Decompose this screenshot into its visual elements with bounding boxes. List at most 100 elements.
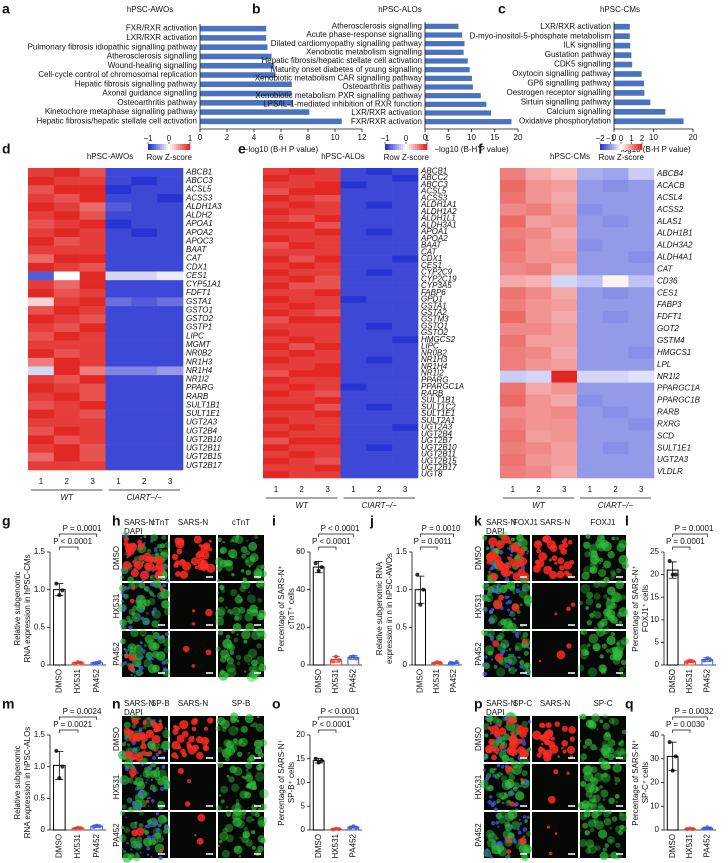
micrograph-signal xyxy=(506,643,510,647)
micrograph-signal xyxy=(526,552,528,555)
heatmap-cell xyxy=(366,248,393,256)
row-label: PPARGC1B xyxy=(657,396,701,405)
heatmap-cell xyxy=(577,311,603,324)
bar xyxy=(666,569,679,666)
micrograph-signal xyxy=(143,535,147,538)
category-label: Xenobiotic metabolism signalling xyxy=(306,47,422,56)
heatmap-cell xyxy=(392,174,419,182)
micrograph-signal xyxy=(219,584,225,591)
micrograph-signal xyxy=(146,797,149,800)
y-axis-label: Relative subgenomic xyxy=(13,745,22,819)
micrograph-signal xyxy=(196,751,204,760)
micrograph-signal xyxy=(509,610,514,614)
micrograph-signal xyxy=(149,582,155,587)
heatmap-cell xyxy=(157,297,184,307)
channel-label: SP-C xyxy=(593,699,612,708)
micrograph-signal xyxy=(208,539,212,543)
micrograph-signal xyxy=(131,829,139,837)
heatmap-cell xyxy=(288,228,315,236)
p-value: P < 0.0001 xyxy=(321,707,360,716)
micrograph-signal xyxy=(228,776,235,783)
heatmap-cell xyxy=(53,331,80,341)
micrograph-tile xyxy=(532,812,578,858)
micrograph-signal xyxy=(612,592,622,603)
micrograph-signal xyxy=(609,654,616,661)
micrograph-signal xyxy=(174,755,179,759)
heatmap-cell xyxy=(157,392,184,402)
micrograph-signal xyxy=(250,780,257,786)
micrograph-signal xyxy=(508,660,513,665)
heatmap-cell xyxy=(314,323,341,331)
micrograph-signal xyxy=(502,733,510,741)
heatmap-cell xyxy=(366,336,393,344)
micrograph-signal xyxy=(159,848,164,853)
micrograph-signal xyxy=(120,587,124,590)
micrograph-signal xyxy=(514,802,519,807)
heatmap-cell xyxy=(105,185,132,195)
p-value: P = 0.0024 xyxy=(63,707,102,716)
heatmap-cell xyxy=(340,208,367,216)
heatmap-cell xyxy=(157,254,184,264)
heatmap-cell xyxy=(340,194,367,202)
micrograph-signal xyxy=(151,834,156,840)
micrograph-signal xyxy=(219,559,228,568)
y-tick-label: 10 xyxy=(650,801,659,810)
category-label: ILK signalling xyxy=(563,41,611,50)
heatmap-cell xyxy=(314,316,341,324)
colorbar-step xyxy=(186,144,189,150)
micrograph-signal xyxy=(258,663,267,672)
heatmap-cell xyxy=(392,275,419,283)
chart-title: hPSC-CMs xyxy=(550,152,590,161)
heatmap-cell xyxy=(366,168,393,176)
micrograph-signal xyxy=(256,655,265,665)
micrograph-signal xyxy=(519,749,530,759)
row-label: PPARGC1A xyxy=(421,382,464,391)
heatmap-cell xyxy=(392,417,419,425)
micrograph-signal xyxy=(566,643,572,649)
heatmap-cell xyxy=(392,444,419,452)
micrograph-signal xyxy=(593,581,601,588)
significance-bracket xyxy=(318,533,354,537)
y-tick-label: 0 xyxy=(655,660,660,669)
colorbar-tick-label: 1 xyxy=(188,134,193,143)
heatmap-cell xyxy=(366,397,393,405)
bar xyxy=(200,53,272,60)
heatmap-cell xyxy=(53,185,80,195)
heatmap-cell xyxy=(263,323,290,331)
x-tick-label: 10 xyxy=(331,133,340,142)
micrograph-signal xyxy=(554,561,558,565)
heatmap-cell xyxy=(105,392,132,402)
heatmap-cell xyxy=(314,302,341,310)
heatmap-cell xyxy=(53,168,80,177)
heatmap-cell xyxy=(314,289,341,297)
heatmap-cell xyxy=(525,299,552,312)
x-axis-label: −log10 (B-H P value) xyxy=(434,145,509,154)
row-label: SULT1E1 xyxy=(186,409,220,418)
colorbar-step xyxy=(182,144,185,150)
heatmap-cell xyxy=(105,366,132,376)
data-point xyxy=(702,658,707,663)
heatmap-cell xyxy=(602,394,629,407)
micrograph-signal xyxy=(157,619,160,622)
micrograph-signal xyxy=(247,648,258,658)
colorbar-step xyxy=(156,144,159,150)
micrograph-signal xyxy=(139,570,150,580)
heatmap-cell xyxy=(340,437,367,445)
heatmap-cell xyxy=(628,168,655,181)
heatmap-cell xyxy=(314,349,341,357)
colorbar-step xyxy=(423,144,426,150)
data-point xyxy=(688,658,692,663)
micrograph-signal xyxy=(502,571,509,578)
data-point xyxy=(334,826,338,831)
heatmap-cell xyxy=(628,454,655,467)
micrograph-signal xyxy=(505,721,510,725)
bar xyxy=(614,33,630,40)
panel-label: p xyxy=(474,696,483,712)
row-label: PPARG xyxy=(421,375,448,384)
micrograph-signal xyxy=(124,740,127,743)
micrograph-signal xyxy=(501,644,504,647)
heatmap-cell xyxy=(28,306,55,315)
micrograph-signal xyxy=(145,729,155,739)
heatmap-cell xyxy=(628,466,655,479)
column-label: 2 xyxy=(65,477,70,486)
